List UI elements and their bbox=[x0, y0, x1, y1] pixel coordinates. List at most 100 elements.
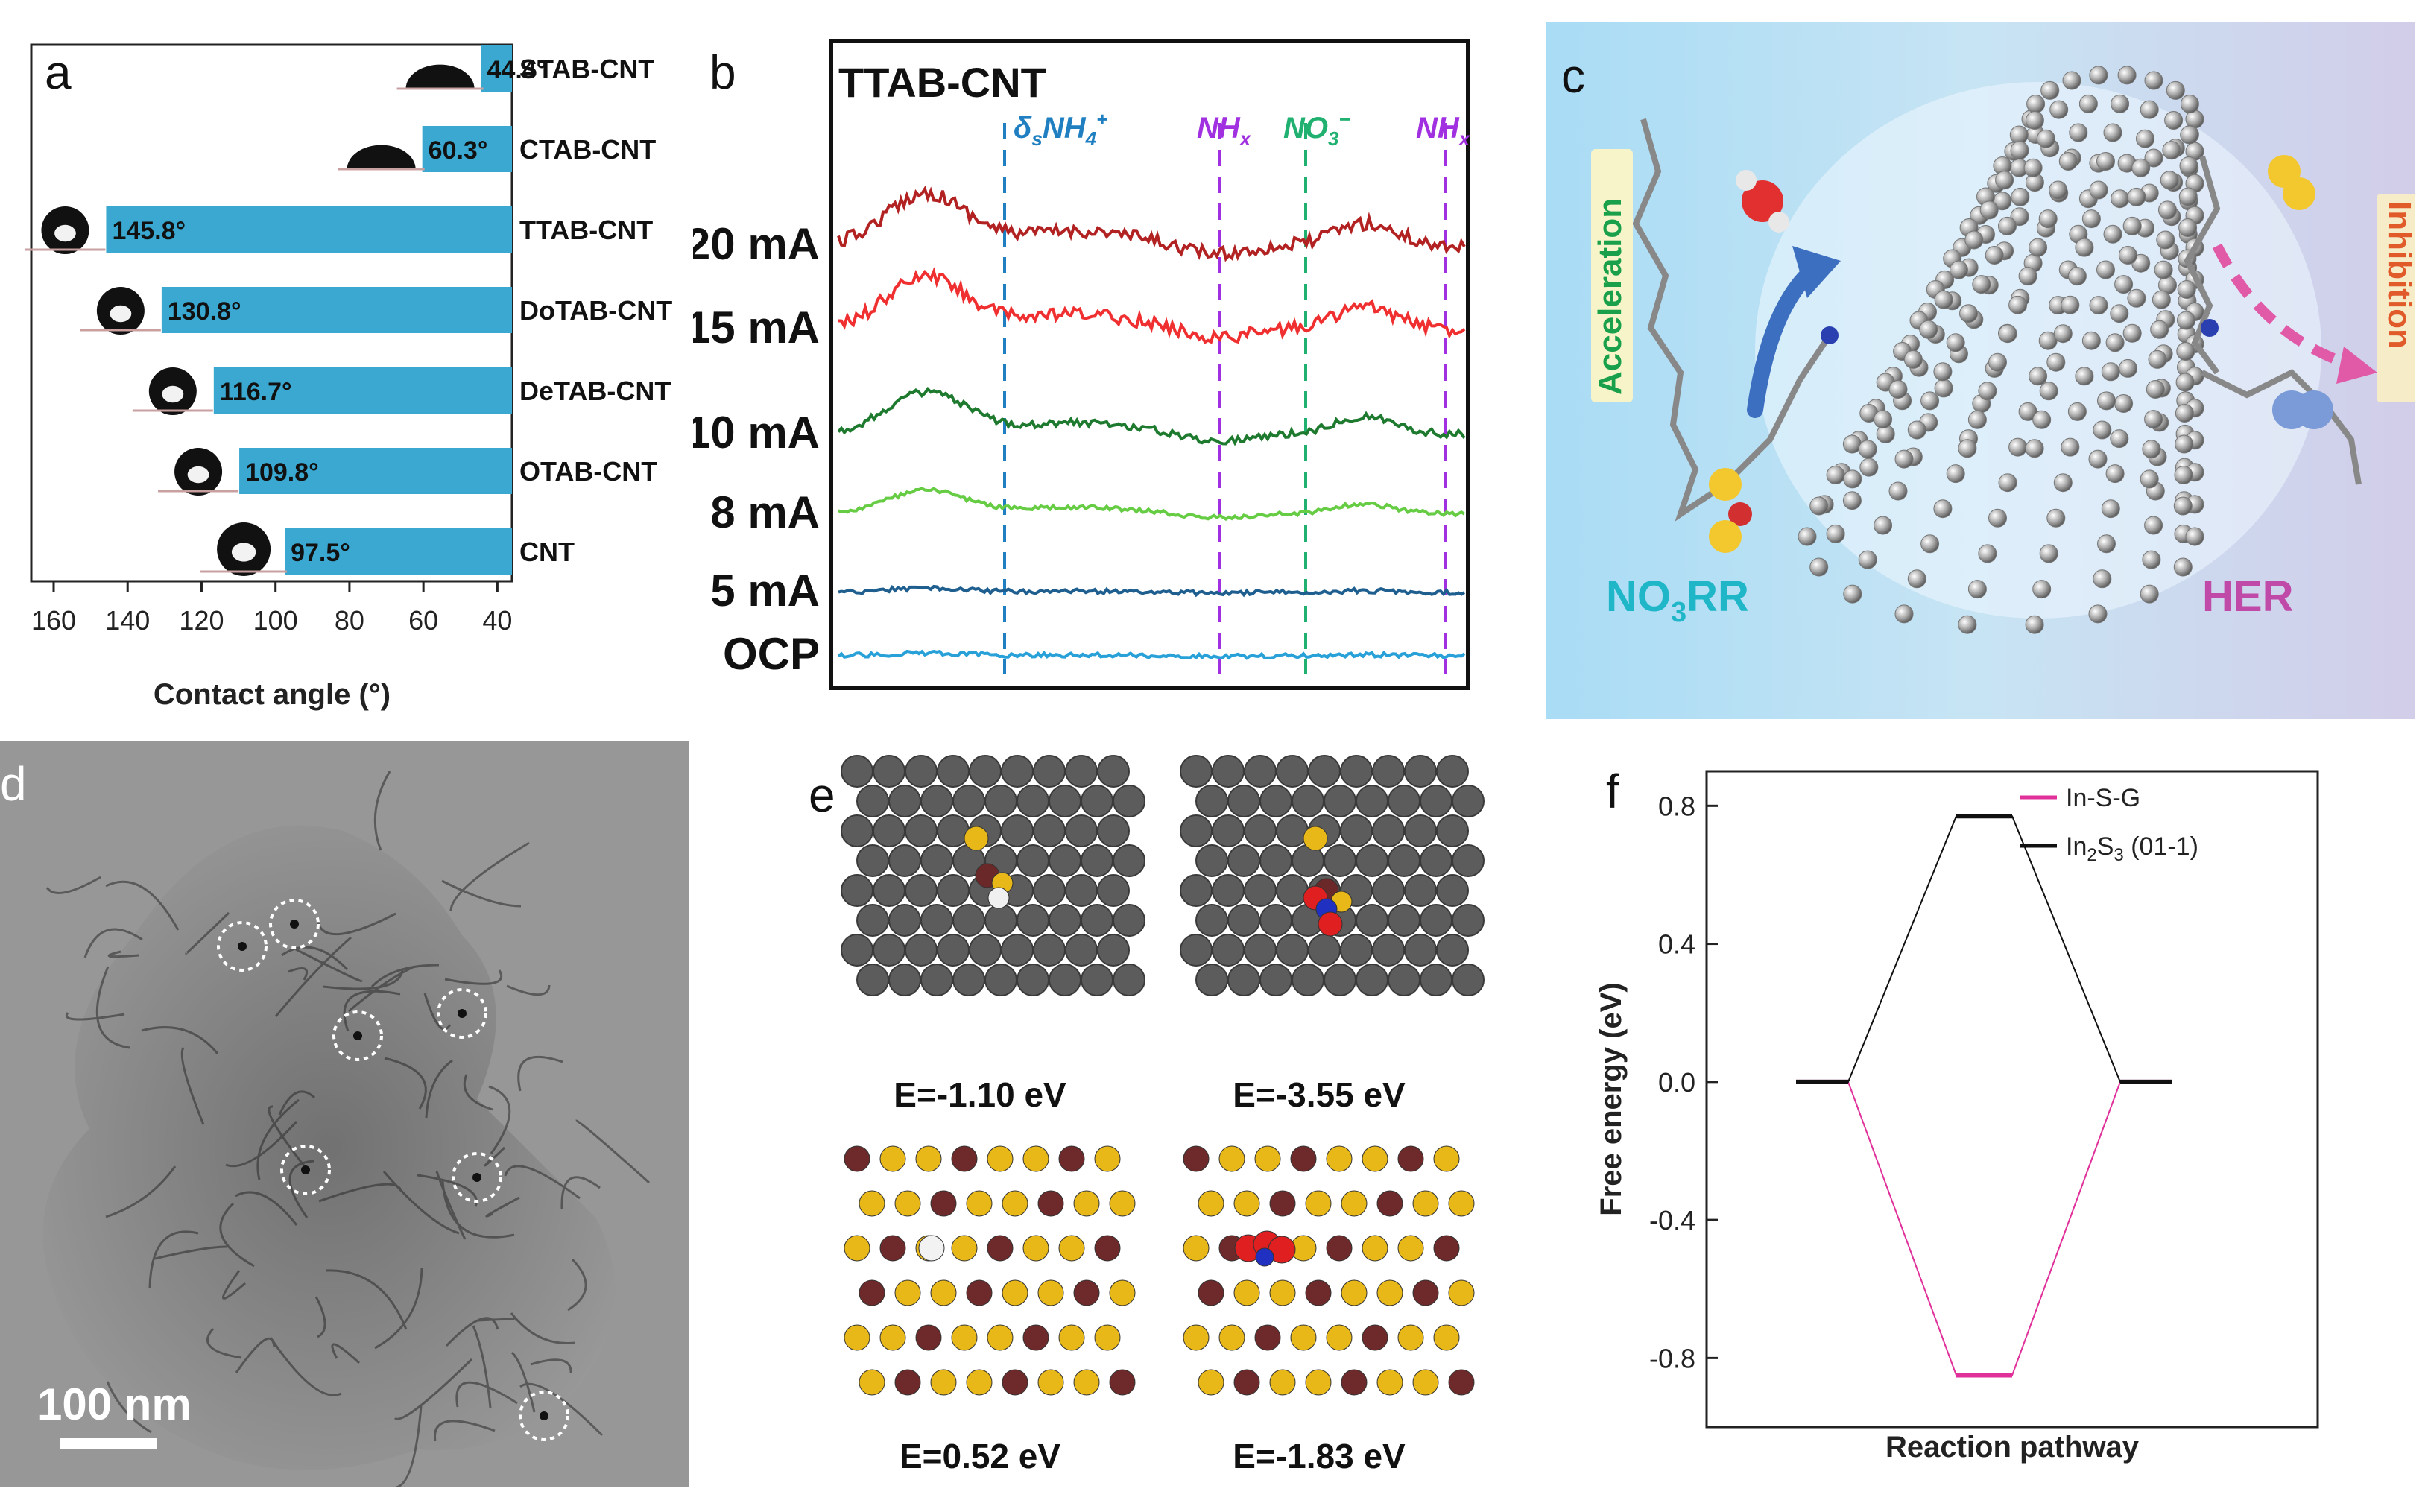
flake-edge bbox=[219, 1202, 255, 1268]
carbon-atom bbox=[873, 814, 905, 847]
carbon-atom bbox=[1276, 755, 1309, 788]
carbon-atom bbox=[1212, 934, 1245, 967]
carbon-atom bbox=[1934, 290, 1953, 309]
carbon-atom bbox=[2029, 238, 2048, 257]
sulfur-atom bbox=[1305, 1190, 1332, 1217]
carbon-atom bbox=[1436, 814, 1469, 847]
carbon-atom bbox=[937, 874, 970, 907]
flake-edge bbox=[373, 771, 391, 851]
carbon-atom bbox=[2040, 80, 2060, 100]
indium-atom bbox=[1290, 1145, 1317, 1172]
dft-structures: E=-1.10 eV E=-3.55 eV E=0.52 eV E=-1.83 … bbox=[841, 755, 1485, 1475]
carbon-atom bbox=[1244, 874, 1277, 907]
sulfur-atom bbox=[1037, 1369, 1064, 1396]
flake-edge bbox=[472, 1325, 492, 1408]
sulfur-atom bbox=[987, 1324, 1014, 1351]
carbon-atom bbox=[1081, 964, 1113, 996]
flake-edge bbox=[477, 1318, 517, 1322]
carbon-atom bbox=[1404, 755, 1437, 788]
flake-edge bbox=[185, 911, 230, 955]
h2-atom-2 bbox=[2295, 390, 2333, 429]
series-label: 8 mA bbox=[710, 487, 820, 537]
carbon-atom bbox=[1308, 755, 1341, 788]
carbon-atom bbox=[1324, 785, 1356, 817]
oxygen-atom bbox=[1318, 911, 1343, 937]
carbon-atom bbox=[2114, 394, 2134, 413]
sulfur-atom bbox=[930, 1369, 957, 1396]
carbon-atom bbox=[2078, 94, 2098, 113]
carbon-atom bbox=[1920, 534, 1940, 554]
single-atom-dot bbox=[458, 1009, 467, 1018]
carbon-atom bbox=[1372, 874, 1405, 907]
energy-path-0 bbox=[1796, 1081, 2172, 1376]
carbon-atom bbox=[2179, 156, 2198, 175]
x-tick-label: 80 bbox=[335, 605, 364, 636]
flake-edge bbox=[434, 1420, 496, 1442]
graphene-structure-2 bbox=[1180, 755, 1485, 996]
in2s3-structure-2 bbox=[1183, 1145, 1475, 1396]
carbon-atom bbox=[952, 904, 985, 937]
carbon-atom bbox=[2026, 95, 2046, 113]
carbon-atom bbox=[2096, 260, 2115, 279]
carbon-atom bbox=[2025, 439, 2044, 458]
sulfur-atom bbox=[1002, 1279, 1028, 1306]
carbon-atom bbox=[1874, 516, 1893, 535]
carbon-atom bbox=[1888, 481, 1908, 501]
carbon-atom bbox=[1998, 324, 2017, 344]
panel-b: b TTAB-CNT δsNH4+ NHx NO3− NHx 20 mA 15 mA 10… bbox=[686, 0, 1535, 730]
bar-value-label: 130.8° bbox=[168, 297, 241, 326]
carbon-atom bbox=[1907, 420, 1926, 440]
sulfur-atom bbox=[894, 1279, 921, 1306]
flake-edge bbox=[343, 990, 401, 1032]
sulfur-atom bbox=[1341, 1190, 1368, 1217]
carbon-atom bbox=[2023, 158, 2043, 177]
her-h-2 bbox=[2283, 177, 2315, 210]
carbon-atom bbox=[2105, 333, 2125, 352]
carbon-atom bbox=[2038, 209, 2058, 229]
carbon-atom bbox=[873, 755, 905, 788]
indium-atom bbox=[1233, 1369, 1260, 1396]
energy-label-2: E=-3.55 eV bbox=[1233, 1075, 1406, 1114]
sulfur-atom bbox=[1109, 1190, 1136, 1217]
carbon-atom bbox=[2088, 604, 2108, 624]
carbon-atom bbox=[1933, 362, 1953, 382]
tem-specimen bbox=[42, 825, 616, 1470]
flake-edge bbox=[206, 1327, 242, 1359]
carbon-atom bbox=[952, 964, 985, 996]
carbon-atom bbox=[1259, 785, 1292, 817]
carbon-atom bbox=[2156, 230, 2175, 250]
carbon-atom bbox=[2180, 125, 2199, 145]
carbon-atom bbox=[1212, 874, 1245, 907]
carbon-atom bbox=[2173, 557, 2193, 577]
carbon-atom bbox=[2114, 275, 2134, 294]
flake-edge bbox=[105, 880, 180, 931]
bar-value-label: 60.3° bbox=[429, 136, 488, 165]
carbon-atom bbox=[2039, 382, 2058, 401]
carbon-atom bbox=[856, 844, 889, 877]
carbon-atom bbox=[1001, 755, 1034, 788]
category-label: DeTAB-CNT bbox=[519, 376, 671, 406]
chart-b-title: TTAB-CNT bbox=[838, 59, 1046, 106]
carbon-atom bbox=[1859, 458, 1879, 477]
indium-atom bbox=[1412, 1279, 1439, 1306]
carbon-atom bbox=[1907, 569, 1926, 589]
carbon-atom bbox=[1180, 755, 1213, 788]
flake-edge bbox=[269, 1337, 342, 1396]
carbon-atom bbox=[1113, 844, 1145, 877]
inhibition-arrowhead bbox=[2336, 347, 2377, 384]
series-line-2 bbox=[837, 386, 1466, 446]
carbon-atom bbox=[1420, 785, 1452, 817]
energy-label-3: E=0.52 eV bbox=[900, 1437, 1060, 1475]
carbon-atom bbox=[1244, 755, 1277, 788]
category-label: STAB-CNT bbox=[519, 54, 654, 84]
flake-edge bbox=[370, 964, 440, 988]
sulfur-atom bbox=[1269, 1279, 1296, 1306]
nitrate-o2 bbox=[1709, 520, 1742, 553]
flake-edge bbox=[445, 1317, 499, 1347]
carbon-atom bbox=[1979, 200, 1999, 220]
single-atom-dot bbox=[238, 942, 247, 951]
indium-atom bbox=[1448, 1369, 1475, 1396]
carbon-atom bbox=[2144, 71, 2163, 90]
carbon-atom bbox=[1049, 964, 1081, 996]
indium-atom bbox=[1341, 1369, 1368, 1396]
